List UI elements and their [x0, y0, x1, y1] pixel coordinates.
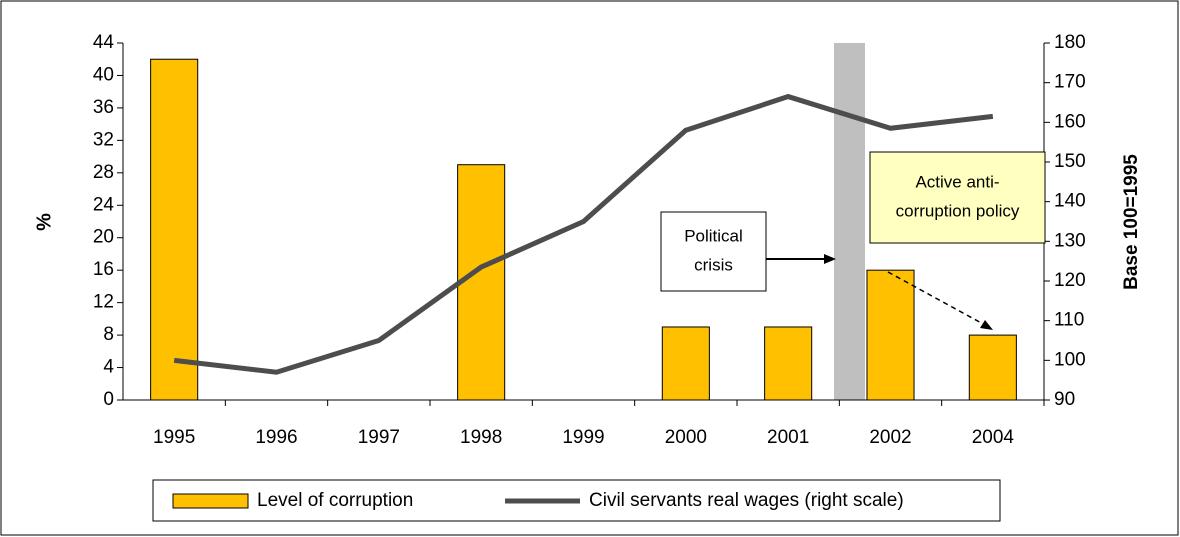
y-tick-label: 4 [103, 357, 114, 378]
y-tick-label: 12 [93, 292, 114, 313]
bar [150, 58, 199, 401]
y-tick-label: 0 [103, 389, 114, 410]
y2-tick-label: 180 [1054, 32, 1086, 53]
bar [968, 334, 1017, 401]
y2-tick-label: 110 [1054, 310, 1084, 331]
legend-swatch [172, 493, 249, 509]
y-tick-label: 8 [103, 324, 114, 345]
crisis-band [834, 43, 865, 400]
y2-tick-label: 100 [1054, 349, 1086, 370]
annotation-text: Active anti- [915, 172, 999, 191]
y-tick-label: 36 [93, 97, 114, 118]
legend-label: Level of corruption [257, 490, 413, 511]
bar [661, 326, 710, 401]
x-tick-label: 1998 [460, 427, 502, 448]
y2-tick-label: 170 [1054, 72, 1086, 93]
x-tick-label: 1996 [255, 427, 297, 448]
legend-label: Civil servants real wages (right scale) [589, 490, 904, 511]
arrow-head [824, 254, 836, 264]
line [173, 93, 994, 375]
y-tick-label: 28 [93, 162, 114, 183]
y-tick-label: 16 [93, 259, 114, 280]
y-tick-label: 24 [93, 194, 115, 215]
y2-tick-label: 140 [1054, 191, 1086, 212]
x-tick-label: 2004 [972, 427, 1015, 448]
x-tick-label: 2001 [767, 427, 809, 448]
x-tick-label: 1997 [358, 427, 400, 448]
dashed-arrow [887, 271, 986, 326]
y-tick-label: 20 [93, 227, 114, 248]
y-tick-label: 44 [93, 32, 115, 53]
x-tick-label: 2000 [665, 427, 707, 448]
y2-tick-label: 90 [1054, 389, 1075, 410]
x-tick-label: 1999 [562, 427, 604, 448]
annotation-box [660, 211, 767, 292]
bar [866, 269, 915, 401]
annotation-text: crisis [694, 255, 733, 274]
y-tick-label: 32 [93, 129, 114, 150]
y2-tick-label: 130 [1054, 230, 1086, 251]
y2-tick-label: 120 [1054, 270, 1086, 291]
y-tick-label: 40 [93, 64, 114, 85]
bar [457, 164, 506, 401]
annotation-box [869, 151, 1046, 244]
y2-tick-label: 160 [1054, 111, 1086, 132]
annotation-text: Political [684, 226, 743, 245]
y-axis-label: % [33, 213, 55, 231]
arrow-head [980, 320, 993, 330]
x-tick-label: 2002 [869, 427, 911, 448]
x-tick-label: 1995 [153, 427, 195, 448]
bar [764, 326, 813, 401]
y2-axis-label: Base 100=1995 [1121, 154, 1142, 290]
y2-tick-label: 150 [1054, 151, 1086, 172]
annotation-text: corruption policy [896, 201, 1020, 220]
